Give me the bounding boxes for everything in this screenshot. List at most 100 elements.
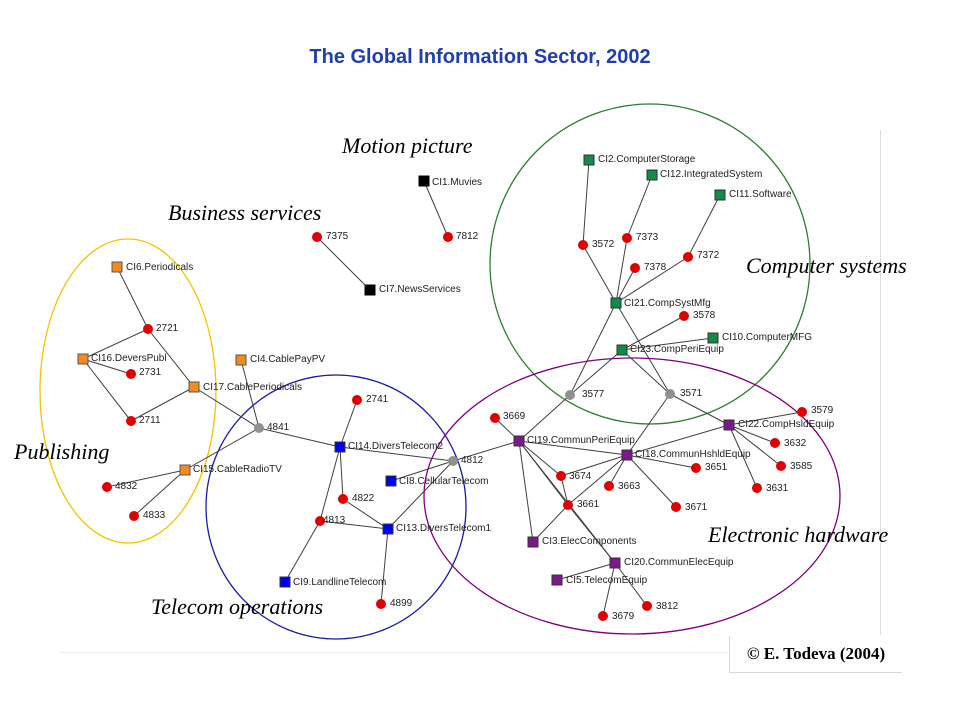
node-square-purple: [609, 557, 621, 569]
node-square-green: [707, 332, 719, 344]
node-square-orange: [179, 464, 191, 476]
node-circle-red: [563, 500, 573, 510]
node-label: 2741: [366, 394, 389, 405]
node-label: 3661: [577, 499, 600, 510]
node-circle-red: [598, 611, 608, 621]
node-label: 3577: [582, 389, 605, 400]
node-square-purple: [723, 419, 735, 431]
node-label: 4899: [390, 598, 413, 609]
group-label-business-services: Business services: [168, 200, 321, 225]
node-label: 3663: [618, 481, 641, 492]
node-label: 7378: [644, 262, 667, 273]
node-label: CI21.CompSystMfg: [624, 298, 711, 309]
node-circle-red: [679, 311, 689, 321]
node-label: 3669: [503, 411, 526, 422]
group-label-computer-systems: Computer systems: [746, 253, 907, 278]
node-circle-red: [129, 511, 139, 521]
node-circle-red: [338, 494, 348, 504]
node-square-blue: [385, 475, 397, 487]
node-circle-red: [376, 599, 386, 609]
node-label: CI17.CablePeriodicals: [203, 382, 302, 393]
node-circle-red: [691, 463, 701, 473]
node-square-green: [714, 189, 726, 201]
telecom-cluster-ellipse: [205, 374, 467, 640]
node-label: 3812: [656, 601, 679, 612]
node-label: CI4.CablePayPV: [250, 354, 325, 365]
node-circle-red: [143, 324, 153, 334]
node-label: CI23.CompPeriEquip: [630, 344, 724, 355]
node-circle-red: [683, 252, 693, 262]
node-label: 4822: [352, 493, 375, 504]
node-circle-red: [102, 482, 112, 492]
computer-cluster-circle: [489, 103, 811, 425]
node-label: 3579: [811, 405, 834, 416]
node-label: CI6.Periodicals: [126, 262, 193, 273]
node-label: CI8.CellularTelecom: [399, 476, 488, 487]
node-circle-red: [770, 438, 780, 448]
node-label: 2731: [139, 367, 162, 378]
node-circle-red: [671, 502, 681, 512]
node-label: 7375: [326, 231, 349, 242]
node-label: CI14.DiversTelecom2: [348, 441, 443, 452]
node-circle-red: [126, 416, 136, 426]
node-square-green: [616, 344, 628, 356]
node-circle-red: [797, 407, 807, 417]
node-circle-red: [630, 263, 640, 273]
node-circle-gray: [565, 390, 575, 400]
node-label: 4833: [143, 510, 166, 521]
node-label: 4812: [461, 455, 484, 466]
node-label: CI18.CommunHshldEquip: [635, 449, 751, 460]
node-square-black: [418, 175, 430, 187]
node-square-purple: [551, 574, 563, 586]
frame-line-bottom: [60, 652, 730, 653]
page-title: The Global Information Sector, 2002: [309, 46, 651, 68]
frame-line-right: [880, 130, 881, 635]
node-label: CI1.Muvies: [432, 177, 482, 188]
node-square-purple: [513, 435, 525, 447]
node-label: CI11.Software: [729, 189, 792, 200]
node-square-green: [646, 169, 658, 181]
node-label: CI13.DiversTelecom1: [396, 523, 491, 534]
node-circle-gray: [448, 456, 458, 466]
node-label: 3585: [790, 461, 813, 472]
node-label: CI12.IntegratedSystem: [660, 169, 762, 180]
node-label: 4841: [267, 422, 290, 433]
group-label-motion-picture: Motion picture: [341, 133, 473, 158]
node-label: 2721: [156, 323, 179, 334]
node-label: CI3.ElecComponents: [542, 536, 637, 547]
node-label: CI2.ComputerStorage: [598, 154, 696, 165]
node-circle-gray: [665, 389, 675, 399]
node-circle-red: [622, 233, 632, 243]
node-label: 3674: [569, 471, 592, 482]
node-square-purple: [527, 536, 539, 548]
node-square-blue: [279, 576, 291, 588]
group-label-telecom-operations: Telecom operations: [151, 594, 323, 619]
node-label: CI5.TelecomEquip: [566, 575, 648, 586]
node-label: 2711: [139, 415, 161, 426]
node-circle-red: [604, 481, 614, 491]
node-label: 3671: [685, 502, 708, 513]
edges: [82, 159, 803, 617]
node-label: CI9.LandlineTelecom: [293, 577, 386, 588]
copyright-notice: © E. Todeva (2004): [729, 636, 902, 673]
node-circle-red: [443, 232, 453, 242]
node-label: CI20.CommunElecEquip: [624, 557, 734, 568]
node-label: CI7.NewsServices: [379, 284, 461, 295]
node-square-blue: [382, 523, 394, 535]
node-circle-red: [315, 516, 325, 526]
node-label: CI16.DeversPubl: [91, 353, 167, 364]
node-circle-gray: [254, 423, 264, 433]
node-label: CI22.CompHsldEquip: [738, 419, 835, 430]
node-square-blue: [334, 441, 346, 453]
node-square-orange: [188, 381, 200, 393]
group-label-publishing: Publishing: [13, 439, 109, 464]
node-square-black: [364, 284, 376, 296]
node-label: 3631: [766, 483, 789, 494]
node-circle-red: [556, 471, 566, 481]
node-label: CI15.CableRadioTV: [193, 464, 282, 475]
node-label: 3651: [705, 462, 728, 473]
node-label: 4832: [115, 481, 138, 492]
node-circle-red: [578, 240, 588, 250]
publishing-cluster-ellipse: [39, 238, 217, 544]
